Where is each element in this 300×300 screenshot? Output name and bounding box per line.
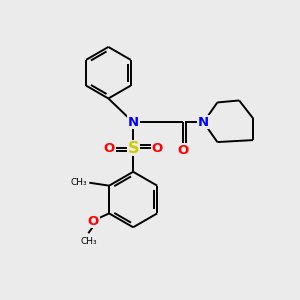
Text: N: N [198, 116, 209, 129]
Text: O: O [88, 215, 99, 228]
Text: O: O [177, 143, 188, 157]
Text: N: N [198, 116, 209, 129]
Text: O: O [104, 142, 115, 154]
Text: CH₃: CH₃ [80, 237, 97, 246]
Text: O: O [151, 142, 163, 154]
Text: CH₃: CH₃ [71, 178, 87, 187]
Text: N: N [128, 116, 139, 129]
Text: S: S [128, 140, 139, 155]
